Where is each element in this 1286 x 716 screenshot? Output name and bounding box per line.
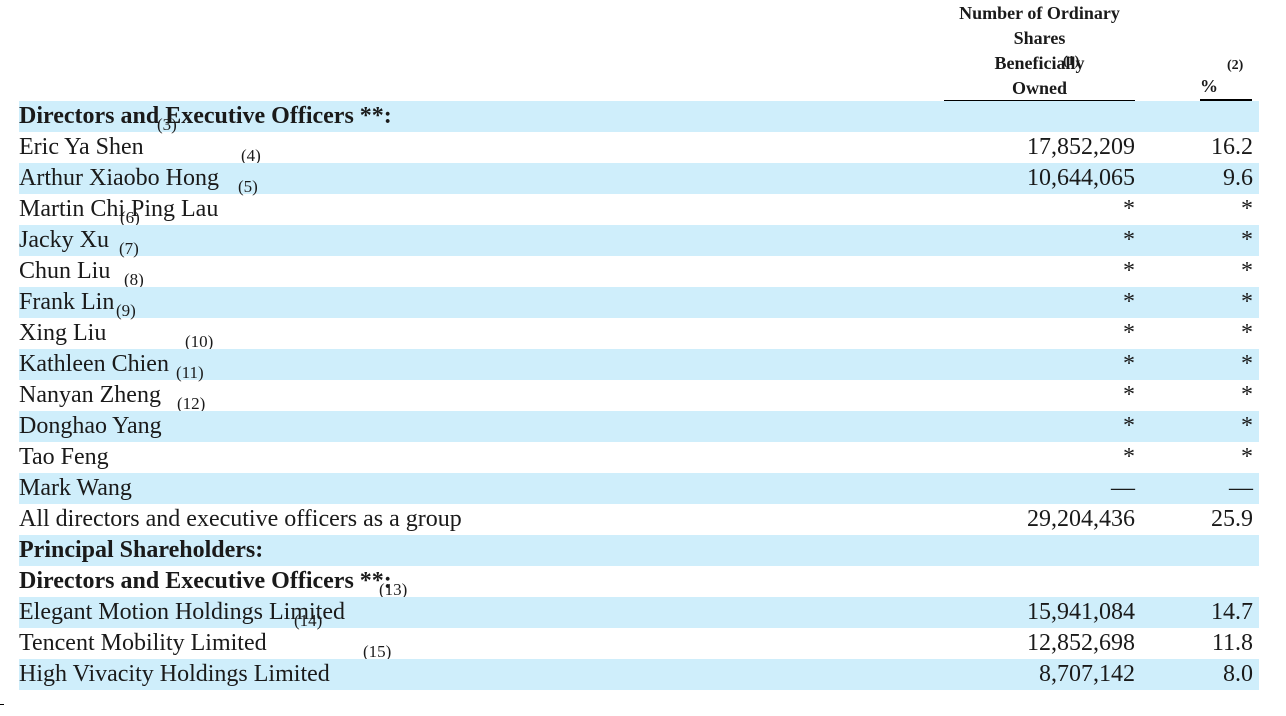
row-percent: * xyxy=(1241,196,1253,222)
row-percent: * xyxy=(1241,413,1253,439)
row-percent: * xyxy=(1241,382,1253,408)
table-row: High Vivacity Holdings Limited 8,707,142… xyxy=(19,659,1259,690)
row-label: Kathleen Chien xyxy=(19,351,169,377)
row-footnote: (8) xyxy=(124,270,144,289)
table-row: Mark Wang — — xyxy=(19,473,1259,504)
row-shares: * xyxy=(1123,444,1135,470)
row-label: High Vivacity Holdings Limited xyxy=(19,661,330,687)
row-percent: 11.8 xyxy=(1211,630,1253,656)
row-percent: 25.9 xyxy=(1211,506,1253,532)
row-footnote: (5) xyxy=(238,177,258,196)
row-footnote: (11) xyxy=(176,363,204,382)
table-row: Frank Lin (9) * * xyxy=(19,287,1259,320)
table-row: Martin Chi Ping Lau (6) * * xyxy=(19,194,1259,227)
row-label: Directors and Executive Officers **: xyxy=(19,103,392,129)
row-label: Eric Ya Shen xyxy=(19,134,144,160)
percent-header-label: % xyxy=(1200,76,1218,96)
row-footnote: (7) xyxy=(119,239,139,258)
row-label: Tao Feng xyxy=(19,444,109,470)
row-shares: * xyxy=(1123,227,1135,253)
row-shares: * xyxy=(1123,196,1135,222)
row-shares: 8,707,142 xyxy=(1039,661,1135,687)
table-row: Nanyan Zheng (12) * * xyxy=(19,380,1259,413)
shares-header-line-2: Shares xyxy=(1013,28,1066,48)
row-label: Directors and Executive Officers **: xyxy=(19,568,392,594)
table-row: Kathleen Chien (11) * * xyxy=(19,349,1259,382)
table-row: Xing Liu (10) * * xyxy=(19,318,1259,351)
row-footnote: (9) xyxy=(116,301,136,320)
table-row: Chun Liu (8) * * xyxy=(19,256,1259,289)
table-row: Jacky Xu (7) * * xyxy=(19,225,1259,258)
ownership-table: Directors and Executive Officers **: (3)… xyxy=(19,101,1259,690)
row-shares: 17,852,209 xyxy=(1027,134,1135,160)
row-shares: * xyxy=(1123,382,1135,408)
row-shares: 29,204,436 xyxy=(1027,506,1135,532)
row-percent: 9.6 xyxy=(1223,165,1253,191)
row-footnote: (4) xyxy=(241,146,261,165)
table-row: Elegant Motion Holdings Limited (14) 15,… xyxy=(19,597,1259,630)
row-label: Arthur Xiaobo Hong xyxy=(19,165,219,191)
shares-header-line-4: Owned xyxy=(1011,78,1067,98)
row-shares: * xyxy=(1123,351,1135,377)
row-label: Chun Liu xyxy=(19,258,111,284)
row-label: Elegant Motion Holdings Limited xyxy=(19,599,345,625)
row-shares: * xyxy=(1123,258,1135,284)
row-percent: * xyxy=(1241,444,1253,470)
row-percent: * xyxy=(1241,258,1253,284)
row-label: Xing Liu xyxy=(19,320,107,346)
table-row: Directors and Executive Officers **: (13… xyxy=(19,566,1259,599)
shares-column-header: Number of Ordinary Shares Beneficially O… xyxy=(944,1,1135,102)
row-shares: 10,644,065 xyxy=(1027,165,1135,191)
row-percent: * xyxy=(1241,320,1253,346)
row-percent: 14.7 xyxy=(1211,599,1253,625)
row-shares: * xyxy=(1123,413,1135,439)
row-footnote: (13) xyxy=(379,580,408,599)
table-row: All directors and executive officers as … xyxy=(19,504,1259,535)
percent-header-footnote: (2) xyxy=(1227,58,1244,73)
row-percent: 16.2 xyxy=(1211,134,1253,160)
row-shares: 15,941,084 xyxy=(1027,599,1135,625)
row-shares: 12,852,698 xyxy=(1027,630,1135,656)
row-label: Tencent Mobility Limited xyxy=(19,630,267,656)
row-shares: * xyxy=(1123,289,1135,315)
row-label: Principal Shareholders: xyxy=(19,537,264,563)
row-shares: — xyxy=(1111,475,1135,501)
table-row: Directors and Executive Officers **: (3) xyxy=(19,101,1259,134)
row-percent: * xyxy=(1241,351,1253,377)
row-footnote: (15) xyxy=(363,642,392,661)
percent-header-rule xyxy=(1200,99,1252,101)
row-label: Martin Chi Ping Lau xyxy=(19,196,219,222)
row-label: Nanyan Zheng xyxy=(19,382,161,408)
table-row: Donghao Yang * * xyxy=(19,411,1259,442)
row-label: Jacky Xu xyxy=(19,227,109,253)
row-label: Donghao Yang xyxy=(19,413,162,439)
table-row: Principal Shareholders: xyxy=(19,535,1259,566)
row-percent: * xyxy=(1241,289,1253,315)
row-footnote: (14) xyxy=(294,611,323,630)
table-row: Eric Ya Shen (4) 17,852,209 16.2 xyxy=(19,132,1259,165)
shares-header-footnote: (1) xyxy=(1063,54,1080,69)
shares-header-line-3: Beneficially xyxy=(994,53,1085,73)
page-edge-mark xyxy=(0,704,4,705)
row-shares: * xyxy=(1123,320,1135,346)
row-label: Frank Lin xyxy=(19,289,115,315)
row-label: Mark Wang xyxy=(19,475,132,501)
percent-column-header: % xyxy=(1200,74,1252,101)
row-footnote: (10) xyxy=(185,332,214,351)
shares-header-line-1: Number of Ordinary xyxy=(959,3,1120,23)
table-row: Tencent Mobility Limited (15) 12,852,698… xyxy=(19,628,1259,661)
row-label: All directors and executive officers as … xyxy=(19,506,462,532)
row-percent: 8.0 xyxy=(1223,661,1253,687)
row-footnote: (12) xyxy=(177,394,206,413)
table-row: Tao Feng * * xyxy=(19,442,1259,473)
row-percent: — xyxy=(1229,475,1253,501)
row-footnote: (6) xyxy=(120,208,140,227)
row-footnote: (3) xyxy=(157,115,177,134)
row-percent: * xyxy=(1241,227,1253,253)
table-row: Arthur Xiaobo Hong (5) 10,644,065 9.6 xyxy=(19,163,1259,196)
